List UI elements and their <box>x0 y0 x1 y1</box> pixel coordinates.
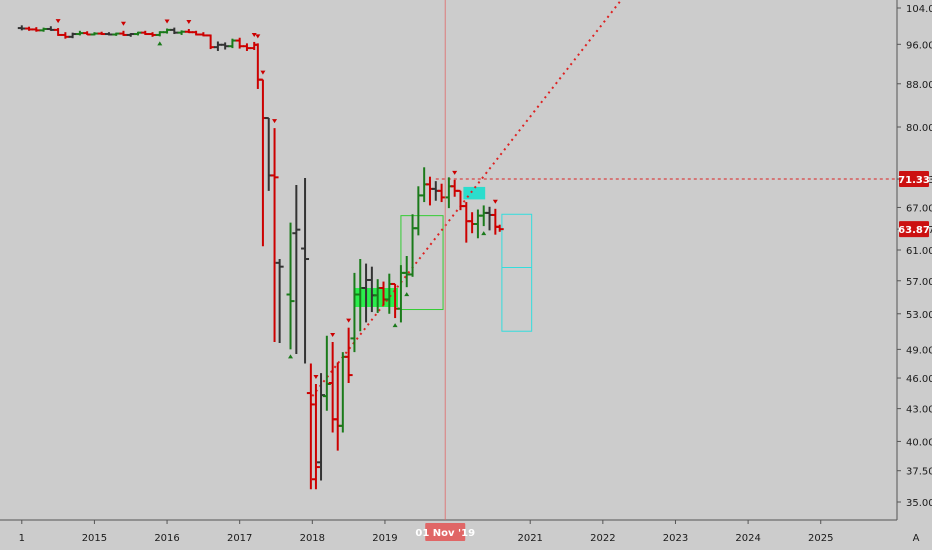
down-marker <box>492 199 498 204</box>
x-tick-label: 2016 <box>154 533 179 544</box>
x-tick-label: 2017 <box>227 533 252 544</box>
drawing-box-1 <box>501 213 533 332</box>
down-marker <box>186 19 192 24</box>
y-tick-label: 67.00 <box>906 203 932 214</box>
y-tick-label: 80.00 <box>906 123 932 134</box>
ohlc-bars <box>17 25 504 490</box>
x-tick-label: 2019 <box>372 533 397 544</box>
x-tick-label: 2022 <box>590 533 615 544</box>
ohlc-bar <box>495 224 504 232</box>
x-tick-label: 1 <box>19 533 25 544</box>
drawing-box-3 <box>463 186 486 200</box>
y-tick-label: 40.00 <box>906 437 932 448</box>
y-tick-label: 57.00 <box>906 277 932 288</box>
ohlc-bar <box>317 373 326 481</box>
ohlc-bar <box>275 259 284 343</box>
y-tick-label: 96.00 <box>906 40 932 51</box>
y-tick-label: 43.00 <box>906 405 932 416</box>
down-marker <box>55 19 61 24</box>
drawing-lines <box>311 0 897 397</box>
auto-scale-label[interactable]: A <box>913 533 920 544</box>
y-tick-label: 61.00 <box>906 246 932 257</box>
up-marker <box>481 231 487 236</box>
down-marker <box>164 19 170 24</box>
x-tick-label: 2023 <box>663 533 688 544</box>
x-tick-label: 2024 <box>735 533 760 544</box>
x-tick-label: 2021 <box>517 533 542 544</box>
up-marker <box>157 41 163 46</box>
ohlc-bar <box>344 327 353 383</box>
down-marker <box>120 21 126 26</box>
y-tick-label: 104.00 <box>906 4 932 15</box>
y-tick-label: 49.00 <box>906 345 932 356</box>
ohlc-bar <box>292 184 301 355</box>
x-tick-label: 2018 <box>300 533 325 544</box>
up-marker <box>288 354 294 359</box>
y-tick-label: 46.00 <box>906 374 932 385</box>
crosshair: 01 Nov '19 <box>415 0 475 541</box>
price-badge-label: 63.87 <box>898 225 930 236</box>
bar-markers <box>55 19 498 379</box>
crosshair-time-badge <box>425 523 466 541</box>
x-tick-label: 2015 <box>82 533 107 544</box>
down-marker <box>255 34 261 39</box>
y-tick-label: 37.50 <box>906 467 932 478</box>
time-axis[interactable]: 1 2015 2016 2017 2018 2019 2021 2022 2023 2024 202… <box>19 520 834 544</box>
ohlc-bar <box>301 177 310 364</box>
trend-line <box>311 0 623 397</box>
down-marker <box>260 70 266 75</box>
drawing-box-0 <box>400 215 444 311</box>
auto-scale-button[interactable]: A <box>913 533 920 544</box>
ohlc-bar <box>306 363 315 490</box>
y-tick-label: 88.00 <box>906 80 932 91</box>
down-marker <box>313 374 319 379</box>
price-badges: 71.33 63.87 <box>898 171 930 238</box>
y-tick-label: 35.00 <box>906 498 932 509</box>
ohlc-bar <box>311 383 320 490</box>
down-marker <box>452 170 458 175</box>
y-tick-label: 53.00 <box>906 310 932 321</box>
price-badge <box>899 171 929 188</box>
up-marker <box>392 323 398 328</box>
down-marker <box>272 119 278 124</box>
up-marker <box>404 292 410 297</box>
x-tick-label: 2025 <box>808 533 833 544</box>
ohlc-bar <box>270 128 279 343</box>
down-marker <box>346 318 352 323</box>
ohlc-bar <box>286 222 295 350</box>
crosshair-time-label: 01 Nov '19 <box>415 528 475 539</box>
down-marker <box>251 32 257 37</box>
price-badge <box>899 221 929 238</box>
down-marker <box>330 333 336 338</box>
price-badge-label: 71.33 <box>898 175 930 186</box>
